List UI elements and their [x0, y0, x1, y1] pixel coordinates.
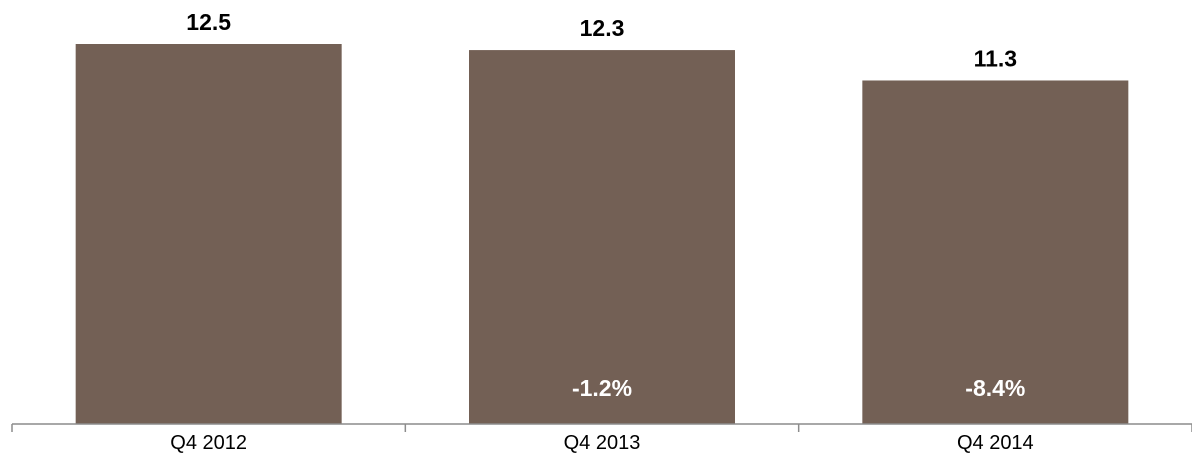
bar-value-label: 11.3: [974, 45, 1018, 71]
bar-q4-2012: [75, 44, 342, 424]
x-tick-label: Q4 2013: [564, 432, 641, 454]
x-axis: Q4 2012 Q4 2013 Q4 2014: [11, 423, 1192, 454]
bar-q4-2014: [862, 80, 1129, 424]
bar-value-label: 12.3: [580, 15, 625, 41]
bar-change-label: -1.2%: [572, 375, 632, 401]
bars-layer: [75, 44, 1129, 425]
labels-layer: 12.5 12.3 -1.2% 11.3 -8.4%: [186, 9, 1025, 401]
bar-value-label: 12.5: [186, 9, 231, 35]
bar-q4-2013: [469, 50, 735, 425]
x-tick-label: Q4 2014: [957, 432, 1034, 454]
bar-change-label: -8.4%: [965, 375, 1025, 401]
x-tick-label: Q4 2012: [170, 432, 247, 454]
